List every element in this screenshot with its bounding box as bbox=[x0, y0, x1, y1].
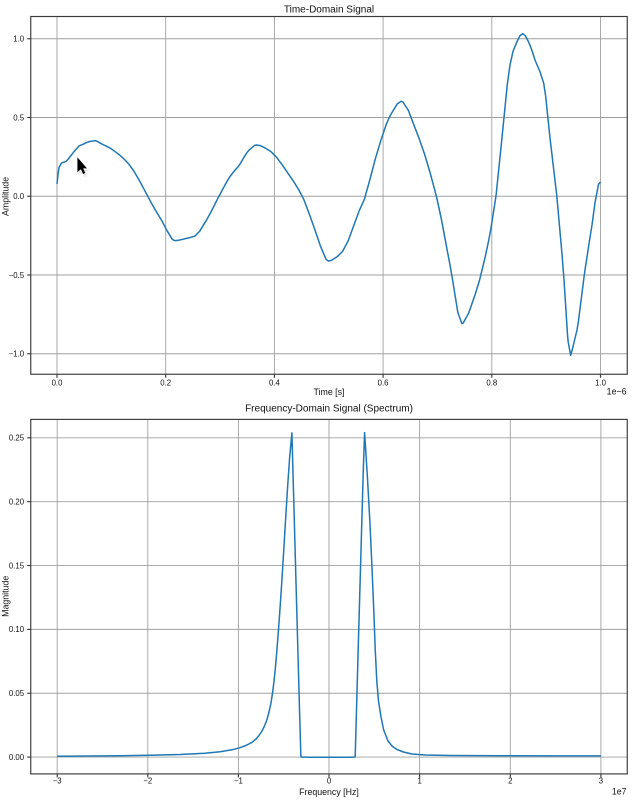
svg-text:Frequency [Hz]: Frequency [Hz] bbox=[299, 787, 359, 797]
svg-text:0.25: 0.25 bbox=[9, 434, 25, 443]
svg-text:2: 2 bbox=[508, 777, 512, 786]
svg-text:−1.0: −1.0 bbox=[9, 350, 25, 359]
svg-text:0.00: 0.00 bbox=[9, 753, 25, 762]
svg-text:3: 3 bbox=[599, 777, 603, 786]
svg-text:0.5: 0.5 bbox=[13, 113, 25, 122]
svg-text:−0.5: −0.5 bbox=[9, 271, 25, 280]
svg-text:0.0: 0.0 bbox=[52, 378, 64, 387]
svg-text:Frequency-Domain Signal (Spect: Frequency-Domain Signal (Spectrum) bbox=[245, 403, 413, 414]
svg-text:0.10: 0.10 bbox=[9, 625, 25, 634]
svg-text:1: 1 bbox=[417, 777, 421, 786]
svg-text:Magnitude: Magnitude bbox=[1, 576, 11, 617]
svg-text:−2: −2 bbox=[143, 777, 152, 786]
svg-text:1.0: 1.0 bbox=[595, 378, 607, 387]
svg-text:0.20: 0.20 bbox=[9, 497, 25, 506]
svg-text:0.4: 0.4 bbox=[269, 378, 281, 387]
svg-text:0.0: 0.0 bbox=[13, 192, 25, 201]
svg-text:Time-Domain Signal: Time-Domain Signal bbox=[284, 4, 374, 15]
svg-text:Amplitude: Amplitude bbox=[1, 177, 11, 216]
svg-text:1.0: 1.0 bbox=[13, 35, 25, 44]
svg-text:0.2: 0.2 bbox=[160, 378, 171, 387]
svg-text:0.6: 0.6 bbox=[378, 378, 389, 387]
svg-text:0.8: 0.8 bbox=[486, 378, 497, 387]
svg-text:0.15: 0.15 bbox=[9, 561, 25, 570]
svg-text:−1: −1 bbox=[234, 777, 243, 786]
svg-text:Time [s]: Time [s] bbox=[314, 387, 345, 397]
svg-text:0.05: 0.05 bbox=[9, 689, 25, 698]
svg-text:1e−6: 1e−6 bbox=[607, 387, 627, 397]
svg-text:−3: −3 bbox=[53, 777, 62, 786]
svg-text:1e7: 1e7 bbox=[612, 787, 627, 797]
svg-text:0: 0 bbox=[327, 777, 332, 786]
